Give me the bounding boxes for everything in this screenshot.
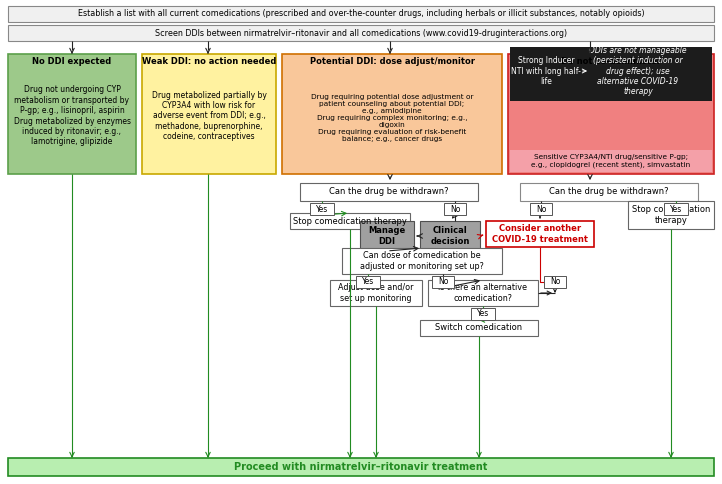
FancyBboxPatch shape: [8, 6, 714, 22]
Text: Establish a list with all current comedications (prescribed and over-the-counter: Establish a list with all current comedi…: [78, 10, 644, 18]
Text: Proceed with nirmatrelvir–ritonavir treatment: Proceed with nirmatrelvir–ritonavir trea…: [235, 462, 487, 472]
Text: Drug metabolized partially by
CYP3A4 with low risk for
adverse event from DDI; e: Drug metabolized partially by CYP3A4 wit…: [152, 91, 266, 141]
Text: Adjust dose and/or
set up monitoring: Adjust dose and/or set up monitoring: [338, 283, 414, 302]
Text: Screen DDIs between nirmatrelvir–ritonavir and all comedications (www.covid19-dr: Screen DDIs between nirmatrelvir–ritonav…: [155, 29, 567, 37]
FancyBboxPatch shape: [530, 203, 552, 215]
Text: DDIs are not manageable
(persistent induction or
drug effect); use
alternative C: DDIs are not manageable (persistent indu…: [589, 45, 687, 96]
Text: Sensitive CYP3A4/NTI drug/sensitive P-gp;
e.g., clopidogrel (recent stent), simv: Sensitive CYP3A4/NTI drug/sensitive P-gp…: [531, 154, 691, 168]
FancyBboxPatch shape: [290, 213, 410, 229]
FancyBboxPatch shape: [520, 183, 698, 201]
Text: Weak DDI: no action needed: Weak DDI: no action needed: [142, 57, 277, 65]
Text: Yes: Yes: [670, 205, 682, 213]
Text: Strong Inducer
NTI with long half-
life: Strong Inducer NTI with long half- life: [511, 56, 581, 86]
Text: Is there an alternative
comedication?: Is there an alternative comedication?: [438, 283, 528, 302]
FancyBboxPatch shape: [428, 280, 538, 306]
Text: Yes: Yes: [316, 205, 328, 213]
FancyBboxPatch shape: [360, 221, 414, 251]
FancyBboxPatch shape: [8, 25, 714, 41]
FancyBboxPatch shape: [432, 276, 454, 288]
Text: Stop comedication therapy: Stop comedication therapy: [293, 216, 407, 226]
FancyBboxPatch shape: [8, 458, 714, 476]
FancyBboxPatch shape: [471, 308, 495, 320]
FancyBboxPatch shape: [300, 183, 478, 201]
Text: Do not co-administer: Do not co-administer: [561, 57, 661, 65]
FancyBboxPatch shape: [420, 221, 480, 251]
FancyBboxPatch shape: [142, 54, 276, 174]
Text: Yes: Yes: [362, 277, 374, 287]
FancyBboxPatch shape: [510, 150, 712, 172]
Text: No: No: [536, 205, 546, 213]
FancyBboxPatch shape: [310, 203, 334, 215]
FancyBboxPatch shape: [486, 221, 594, 247]
Text: Switch comedication: Switch comedication: [435, 323, 523, 333]
Text: Can the drug be withdrawn?: Can the drug be withdrawn?: [549, 187, 669, 197]
Text: Can the drug be withdrawn?: Can the drug be withdrawn?: [329, 187, 449, 197]
Text: Consider another
COVID-19 treatment: Consider another COVID-19 treatment: [492, 224, 588, 244]
Text: Can dose of comedication be
adjusted or monitoring set up?: Can dose of comedication be adjusted or …: [360, 251, 484, 271]
Text: No: No: [550, 277, 560, 287]
Text: Yes: Yes: [477, 309, 489, 318]
Text: Stop comedication
therapy: Stop comedication therapy: [632, 205, 710, 225]
FancyBboxPatch shape: [8, 54, 136, 174]
Text: Manage
DDI: Manage DDI: [368, 227, 406, 246]
FancyBboxPatch shape: [444, 203, 466, 215]
FancyBboxPatch shape: [544, 276, 566, 288]
FancyBboxPatch shape: [342, 248, 502, 274]
Text: Drug requiring potential dose adjustment or
patient counseling about potential D: Drug requiring potential dose adjustment…: [310, 94, 473, 142]
FancyBboxPatch shape: [356, 276, 380, 288]
Text: No DDI expected: No DDI expected: [32, 57, 112, 65]
Text: Drug not undergoing CYP
metabolism or transported by
P-gp; e.g., lisinopril, asp: Drug not undergoing CYP metabolism or tr…: [14, 86, 131, 147]
FancyBboxPatch shape: [420, 320, 538, 336]
Text: No: No: [438, 277, 448, 287]
FancyBboxPatch shape: [330, 280, 422, 306]
FancyBboxPatch shape: [508, 54, 714, 174]
Text: No: No: [450, 205, 460, 213]
Text: Clinical
decision: Clinical decision: [430, 227, 470, 246]
FancyBboxPatch shape: [664, 203, 688, 215]
Text: Potential DDI: dose adjust/monitor: Potential DDI: dose adjust/monitor: [310, 57, 474, 65]
FancyBboxPatch shape: [510, 47, 712, 101]
FancyBboxPatch shape: [282, 54, 502, 174]
FancyBboxPatch shape: [628, 201, 714, 229]
